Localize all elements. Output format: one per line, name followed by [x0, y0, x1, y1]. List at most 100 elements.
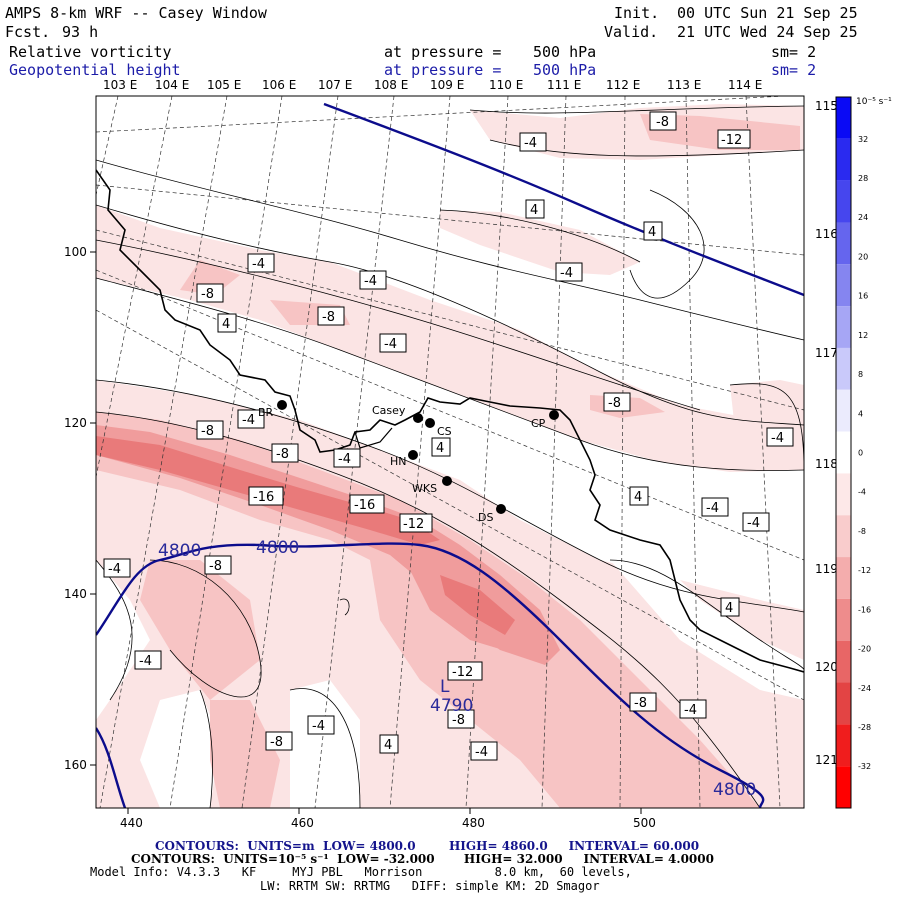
contour-label: -4 [475, 745, 488, 760]
pressure1-value: 500 hPa [533, 43, 597, 61]
lon-label: 112 E [606, 78, 640, 92]
forecast-label: Fcst. [5, 23, 51, 41]
colorbar-swatch [836, 306, 851, 348]
low-marker: L [440, 677, 450, 697]
contour-label: -4 [364, 274, 377, 289]
vorticity-neutral [96, 560, 804, 808]
contour-label: -8 [452, 713, 465, 728]
lon-label: 110 E [489, 78, 523, 92]
station-label: BR [258, 406, 274, 419]
colorbar-swatch [836, 222, 851, 265]
contour-label: -4 [108, 562, 121, 577]
contour-label: -4 [384, 337, 397, 352]
x-tick: 460 [291, 816, 314, 830]
contour-label: 4 [436, 441, 444, 456]
smoothing1: sm= 2 [771, 43, 817, 61]
pressure2-value: 500 hPa [533, 61, 597, 79]
height-contours [96, 102, 804, 808]
contour-label: -4 [312, 719, 325, 734]
coastline [354, 427, 393, 449]
colorbar-swatch [836, 640, 851, 683]
colorbar-tick: -20 [858, 645, 871, 654]
colorbar-swatch [836, 347, 851, 390]
stations: BR Casey CS HN WKS DS CP [258, 400, 559, 524]
station-label: HN [390, 455, 407, 468]
contour-label: -4 [139, 654, 152, 669]
station-dot [277, 400, 287, 410]
contour-label: -12 [721, 133, 742, 148]
height-label: 4800 [713, 780, 756, 800]
lon-label: 106 E [262, 78, 296, 92]
contour-label: -8 [322, 310, 335, 325]
colorbar-tick: 12 [858, 331, 868, 340]
contour-label: -4 [706, 501, 719, 516]
y-tick: 100 [64, 245, 87, 259]
contour-label: -8 [209, 559, 222, 574]
plot-frame [95, 95, 805, 809]
x-tick: 480 [462, 816, 485, 830]
contour-label: -4 [524, 136, 537, 151]
colorbar-swatch [836, 389, 851, 432]
y-tick: 120 [64, 416, 87, 430]
lon-label: 111 E [547, 78, 581, 92]
y-tick: 160 [64, 758, 87, 772]
colorbar-swatch [836, 180, 851, 223]
colorbar-tick: 16 [858, 292, 868, 301]
lon-label: 114 E [728, 78, 762, 92]
lon-label: 104 E [155, 78, 189, 92]
lon-label: 103 E [103, 78, 137, 92]
x-tick: 440 [120, 816, 143, 830]
height-label: 4800 [158, 541, 201, 561]
colorbar-swatch [836, 724, 851, 767]
colorbar-tick: -8 [858, 527, 866, 536]
height-labels: 4800 4800 4790 4800 L [158, 538, 756, 800]
station-dot [408, 450, 418, 460]
graticule-parallels [96, 96, 804, 701]
contour-info-vorticity: CONTOURS: UNITS=10⁻⁵ s⁻¹ LOW= -32.000 HI… [131, 852, 714, 866]
model-info-physics: LW: RRTM SW: RRTMG DIFF: simple KM: 2D S… [260, 879, 600, 893]
colorbar-swatch [836, 264, 851, 307]
contour-label: -16 [354, 498, 375, 513]
station-label: DS [478, 511, 493, 524]
colorbar-tick: -32 [858, 762, 871, 771]
colorbar-swatch [836, 138, 851, 181]
station-label: WKS [412, 482, 437, 495]
map-title: AMPS 8-km WRF -- Casey Window [5, 4, 267, 22]
colorbar-tick: -16 [858, 605, 871, 614]
x-tick: 500 [633, 816, 656, 830]
colorbar: 32 28 24 20 16 12 8 4 0 -4 -8 -12 -16 -20 -24 -28 -32 [835, 96, 871, 809]
contour-label: 4 [634, 490, 642, 505]
contour-label: -4 [338, 452, 351, 467]
contour-label: -8 [270, 735, 283, 750]
contour-label: -4 [252, 257, 265, 272]
height-label: 4790 [430, 696, 473, 716]
vorticity-value-labels: -8 -12 -4 4 4 -4 -4 -8 4 -8 -4 -8 -4 -8 … [103, 111, 794, 761]
station-dot [413, 413, 423, 423]
height-label: 4800 [256, 538, 299, 558]
station-dot [496, 504, 506, 514]
colorbar-swatch [836, 515, 851, 558]
colorbar-tick: -28 [858, 723, 871, 732]
init-label: Init. [614, 4, 660, 22]
valid-time: 21 UTC Wed 24 Sep 25 [677, 23, 858, 41]
contour-label: -16 [253, 490, 274, 505]
coastline [96, 169, 804, 673]
contour-label: -8 [276, 447, 289, 462]
field1-name: Relative vorticity [9, 43, 172, 61]
colorbar-tick: 8 [858, 370, 863, 379]
contour-label: -8 [201, 424, 214, 439]
colorbar-tick: 24 [858, 213, 868, 222]
axis-ticks [90, 251, 642, 814]
colorbar-tick: -12 [858, 566, 871, 575]
colorbar-swatch [836, 431, 851, 474]
colorbar-tick: -4 [858, 488, 866, 497]
contour-label: -4 [684, 703, 697, 718]
contour-label: 4 [725, 601, 733, 616]
lon-label: 105 E [207, 78, 241, 92]
colorbar-swatch [836, 682, 851, 725]
forecast-hours: 93 h [62, 23, 99, 41]
contour-label: -4 [747, 516, 760, 531]
colorbar-tick: -24 [858, 684, 871, 693]
contour-label: -4 [560, 266, 573, 281]
contour-label: 4 [222, 317, 230, 332]
